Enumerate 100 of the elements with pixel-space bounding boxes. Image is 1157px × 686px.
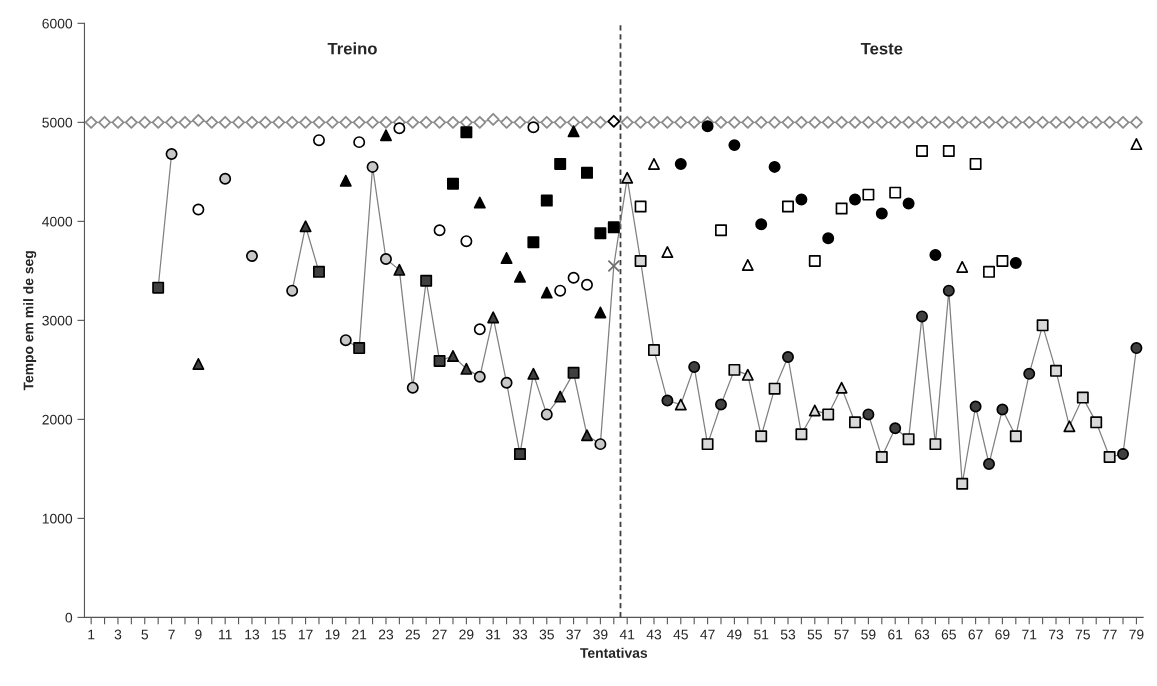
point [353, 136, 366, 149]
point [862, 408, 875, 421]
point [366, 160, 379, 173]
point [902, 197, 915, 210]
x-tick-label: 51 [754, 629, 769, 640]
point [1090, 416, 1103, 429]
y-axis-title: Tempo em mil de seg [23, 251, 37, 391]
point [822, 408, 835, 421]
point [420, 274, 433, 287]
point [728, 363, 741, 376]
x-tick-label: 41 [619, 629, 635, 640]
point [782, 351, 794, 363]
point [1130, 138, 1143, 151]
point [715, 224, 727, 237]
point [701, 438, 714, 451]
x-tick-label: 47 [700, 629, 715, 640]
point [889, 186, 902, 199]
point [634, 200, 647, 213]
point [862, 188, 875, 201]
x-tick-label: 17 [298, 629, 313, 640]
point [433, 354, 446, 367]
point [835, 202, 848, 215]
point [728, 139, 741, 152]
point [875, 451, 888, 463]
point [312, 265, 325, 278]
y-tick-label: 3000 [42, 315, 73, 326]
point [245, 250, 258, 262]
point [393, 263, 406, 276]
x-tick-label: 35 [539, 629, 554, 640]
point [1103, 451, 1116, 463]
point [406, 381, 419, 394]
x-axis-title: Tentativas [580, 647, 648, 658]
point [1063, 420, 1076, 433]
x-tick-label: 77 [1102, 629, 1117, 640]
point [554, 284, 567, 297]
point [165, 148, 178, 161]
x-tick-label: 27 [432, 629, 447, 640]
point [567, 366, 580, 379]
point [822, 232, 835, 245]
point [741, 258, 754, 271]
x-tick-label: 65 [941, 629, 956, 640]
point [446, 350, 459, 362]
x-tick-label: 61 [888, 629, 903, 640]
point [661, 394, 674, 407]
point [634, 254, 647, 267]
y-tick-label: 1000 [42, 513, 73, 524]
point [755, 218, 768, 231]
point [433, 224, 446, 237]
point [540, 194, 553, 207]
x-tick-label: 67 [968, 629, 983, 640]
point [339, 174, 352, 187]
point [527, 236, 540, 249]
x-tick-label: 9 [195, 629, 202, 640]
point [581, 278, 593, 291]
point [661, 246, 674, 259]
x-tick-label: 43 [646, 629, 662, 640]
point [674, 157, 687, 170]
point [956, 260, 969, 273]
y-tick-label: 5000 [42, 117, 73, 128]
point [621, 171, 634, 184]
point [983, 265, 995, 278]
point [795, 193, 808, 206]
x-tick-label: 11 [219, 629, 232, 640]
point [916, 310, 928, 323]
y-tick-label: 2000 [42, 414, 73, 425]
x-tick-label: 31 [485, 629, 501, 640]
point [808, 404, 821, 417]
point [755, 430, 768, 443]
x-tick-label: 19 [325, 629, 340, 640]
point [741, 368, 754, 381]
annotation: Treino [327, 42, 377, 55]
x-tick-label: 49 [726, 629, 742, 640]
point [808, 254, 821, 267]
point [460, 126, 473, 139]
point [1117, 448, 1130, 461]
point [916, 145, 928, 158]
point [715, 398, 727, 411]
point [192, 203, 205, 216]
point [393, 122, 406, 135]
x-tick-label: 73 [1049, 629, 1064, 640]
point [540, 286, 553, 299]
point [527, 367, 540, 380]
x-tick-label: 59 [861, 629, 876, 640]
point [1050, 364, 1062, 377]
point [473, 196, 486, 209]
x-tick-label: 15 [272, 629, 286, 640]
y-tick-label: 6000 [42, 18, 73, 29]
point [607, 259, 621, 273]
point [353, 342, 366, 355]
point [513, 270, 526, 283]
point [688, 360, 701, 373]
point [889, 422, 902, 435]
point [648, 157, 660, 170]
x-tick-label: 23 [378, 629, 394, 640]
point [849, 416, 861, 429]
point [674, 398, 687, 411]
annotation: Teste [860, 42, 903, 55]
point [460, 235, 473, 248]
x-tick-label: 3 [114, 629, 122, 640]
point [152, 281, 165, 294]
